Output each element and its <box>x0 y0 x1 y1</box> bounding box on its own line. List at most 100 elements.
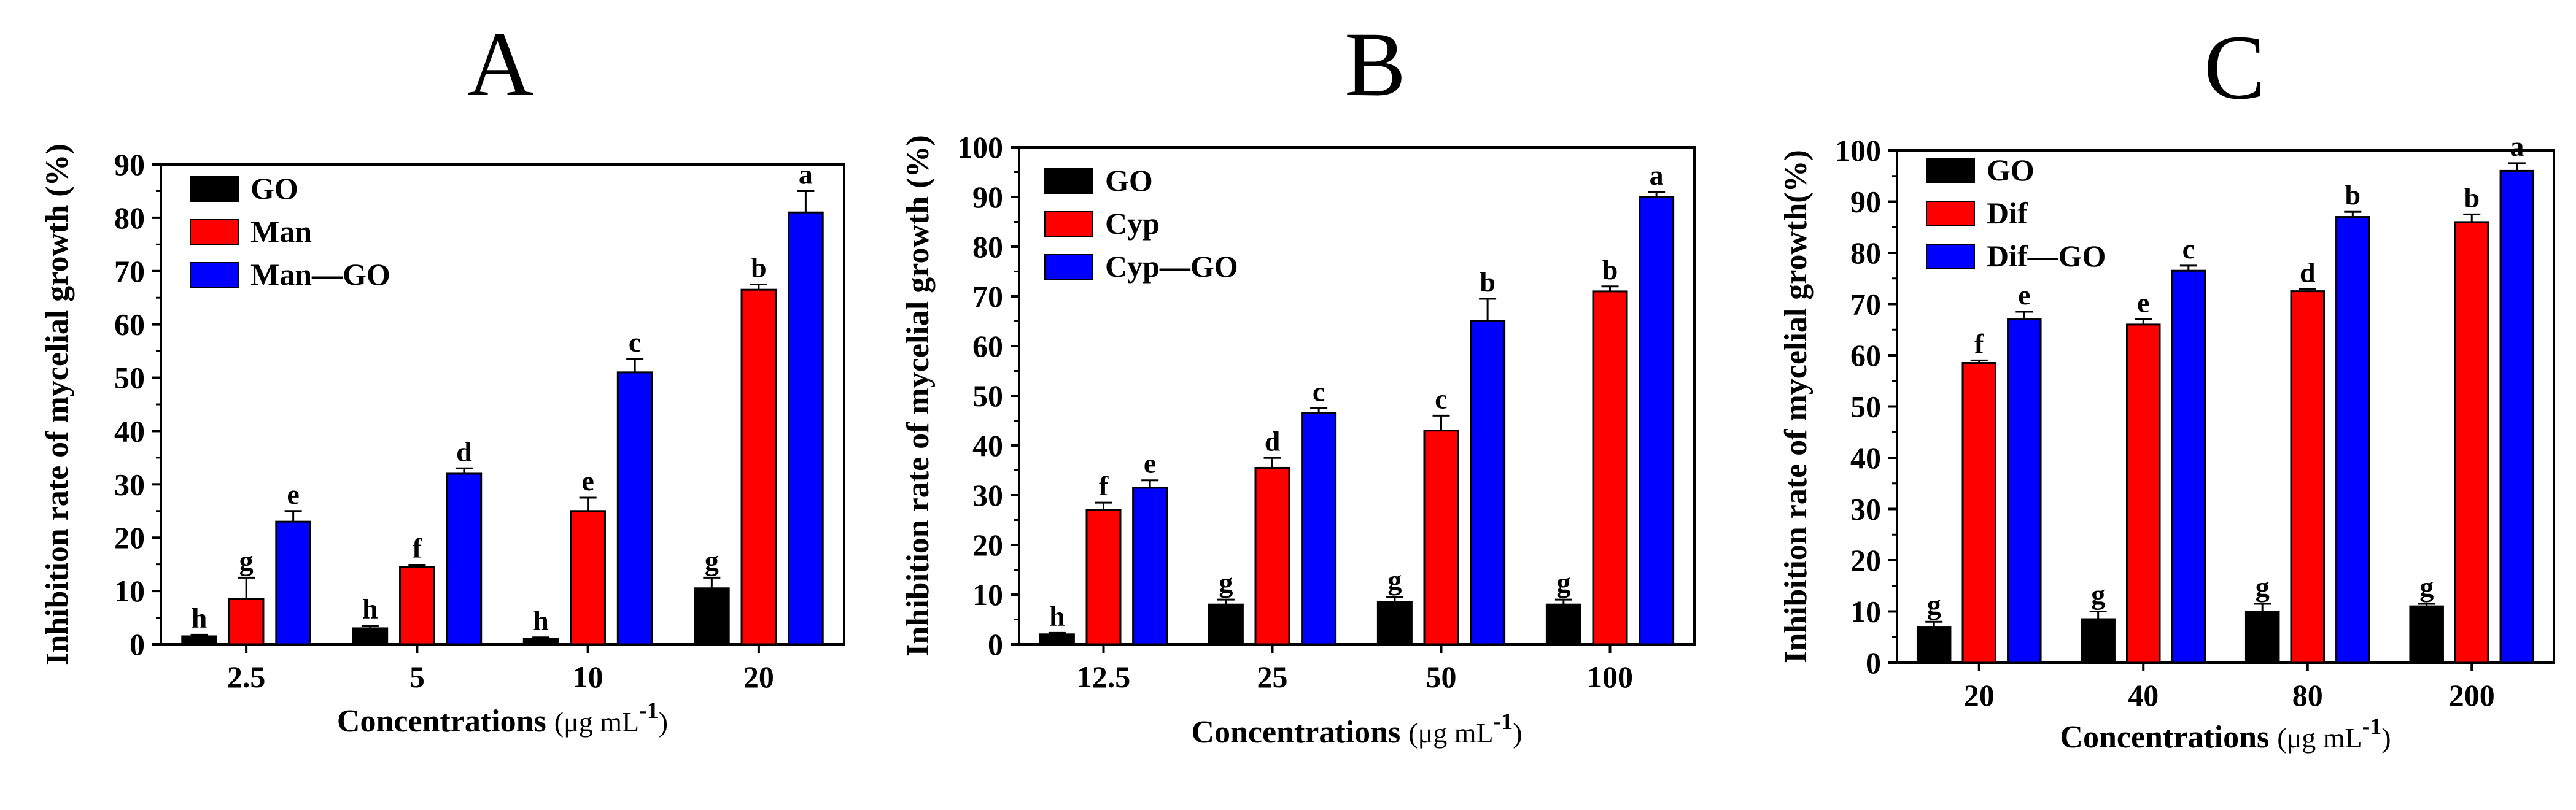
significance-label: d <box>1265 425 1281 457</box>
x-tick-label: 2.5 <box>227 660 266 694</box>
legend-label: GO <box>1105 163 1153 198</box>
y-tick-label: 70 <box>114 254 145 288</box>
x-axis-title: Concentrations (μg mL-1) <box>2060 714 2391 755</box>
legend-swatch <box>190 219 239 245</box>
significance-label: f <box>1974 328 1984 359</box>
panels: A 0 10 20 30 40 50 60 70 80 90 Inhibition rate of m… <box>40 14 2555 755</box>
y-tick-label: 50 <box>972 379 1003 413</box>
y-tick-label: 90 <box>1850 185 1881 219</box>
bar-go-20 <box>694 587 730 646</box>
y-tick-label: 30 <box>972 478 1003 512</box>
y-tick-label: 80 <box>1850 236 1881 270</box>
x-axis-title-main: Concentrations <box>1191 715 1408 750</box>
significance-label: c <box>1435 383 1447 414</box>
significance-label: e <box>1144 448 1156 479</box>
legend-swatch <box>1926 201 1975 226</box>
panel-letter: A <box>467 14 533 115</box>
significance-label: g <box>2419 571 2434 603</box>
x-tick-label: 50 <box>1426 660 1457 694</box>
x-tick-label: 10 <box>573 660 603 694</box>
significance-label: g <box>705 545 719 576</box>
significance-label: g <box>1219 567 1233 598</box>
bar-man-go-10 <box>616 371 653 646</box>
x-axis-title-superscript: -1 <box>2362 714 2382 739</box>
bar-cyp-go-12.5 <box>1132 487 1168 646</box>
significance-label: g <box>2256 571 2270 603</box>
significance-label: e <box>287 479 299 510</box>
y-tick-label: 20 <box>1850 543 1881 577</box>
panel-letter: C <box>2204 17 2265 118</box>
significance-label: e <box>581 465 594 496</box>
x-axis-title: Concentrations (μg mL-1) <box>1191 709 1522 750</box>
bar-cyp-go-50 <box>1470 320 1506 646</box>
bar-go-5 <box>352 627 389 646</box>
significance-label: e <box>2137 287 2149 318</box>
y-tick-label: 60 <box>972 329 1003 363</box>
x-tick-label: 200 <box>2449 678 2495 712</box>
bar-dif-go-40 <box>2171 269 2206 664</box>
y-tick-label: 40 <box>972 428 1003 463</box>
significance-label: f <box>1099 470 1109 501</box>
x-tick-label: 20 <box>1964 678 1995 712</box>
y-tick-label: 0 <box>130 627 145 662</box>
significance-label: g <box>1927 589 1941 620</box>
bar-go-10 <box>522 638 559 646</box>
significance-label: c <box>2182 233 2195 264</box>
y-tick-label: 40 <box>114 414 145 448</box>
x-tick-label: 12.5 <box>1077 660 1131 694</box>
bar-go-100 <box>1545 603 1581 646</box>
x-axis-title-close: ) <box>659 706 668 738</box>
chart-panel-b: B 0 10 20 30 40 50 60 70 80 90 100 Inhibition rate o… <box>901 14 1696 750</box>
significance-label: d <box>456 436 472 467</box>
significance-label: h <box>192 602 208 633</box>
legend-label: Dif <box>1987 196 2028 230</box>
y-tick-label: 30 <box>1850 492 1881 526</box>
bar-dif-200 <box>2454 221 2489 664</box>
y-tick-label: 10 <box>1850 595 1881 629</box>
legend-label: Cyp <box>1105 206 1160 241</box>
x-axis-title-close: ) <box>2381 722 2391 754</box>
bar-go-20 <box>1916 626 1952 664</box>
y-tick-label: 0 <box>1866 646 1881 680</box>
y-tick-label: 90 <box>114 147 145 182</box>
significance-label: h <box>362 593 378 625</box>
y-tick-label: 60 <box>114 307 145 342</box>
bar-go-12.5 <box>1039 633 1075 646</box>
bar-man-2.5 <box>228 598 265 646</box>
significance-label: e <box>2018 279 2030 310</box>
legend-label: GO <box>1987 153 2035 187</box>
legend-label: Man—GO <box>250 257 390 291</box>
y-tick-label: 20 <box>114 520 145 555</box>
x-tick-label: 80 <box>2292 678 2323 712</box>
chart-panel-a: A 0 10 20 30 40 50 60 70 80 90 Inhibition rate of m… <box>40 14 845 739</box>
bar-dif-go-80 <box>2335 216 2370 664</box>
y-tick-label: 100 <box>1835 133 1881 168</box>
legend-label: Cyp—GO <box>1105 249 1238 284</box>
x-axis-title-main: Concentrations <box>337 704 554 739</box>
legend-swatch <box>1926 244 1975 269</box>
bar-cyp-25 <box>1254 466 1290 646</box>
bar-dif-go-200 <box>2499 169 2535 664</box>
significance-label: g <box>239 545 254 576</box>
x-axis-title-superscript: -1 <box>1494 709 1513 735</box>
significance-label: g <box>1387 565 1402 596</box>
x-axis-title-unit: (μg mL <box>554 706 639 738</box>
y-axis-title: Inhibition rate of mycelial growth (%) <box>901 135 936 657</box>
y-tick-label: 10 <box>972 577 1003 612</box>
bar-man-go-2.5 <box>275 520 311 646</box>
legend-label: Man <box>250 214 312 249</box>
bar-dif-20 <box>1961 362 1996 664</box>
y-axis-title: Inhibition rate of mycelial growth(%) <box>1779 150 1814 663</box>
y-tick-label: 30 <box>114 467 145 501</box>
bar-man-go-5 <box>446 472 483 646</box>
bar-go-40 <box>2081 618 2116 664</box>
significance-label: b <box>1602 254 1618 285</box>
legend-swatch <box>190 262 239 288</box>
y-tick-label: 10 <box>114 574 145 608</box>
bar-cyp-50 <box>1423 430 1459 646</box>
significance-label: c <box>629 326 641 358</box>
bar-cyp-go-25 <box>1301 412 1337 646</box>
bar-man-20 <box>740 288 777 646</box>
significance-label: f <box>413 533 422 564</box>
